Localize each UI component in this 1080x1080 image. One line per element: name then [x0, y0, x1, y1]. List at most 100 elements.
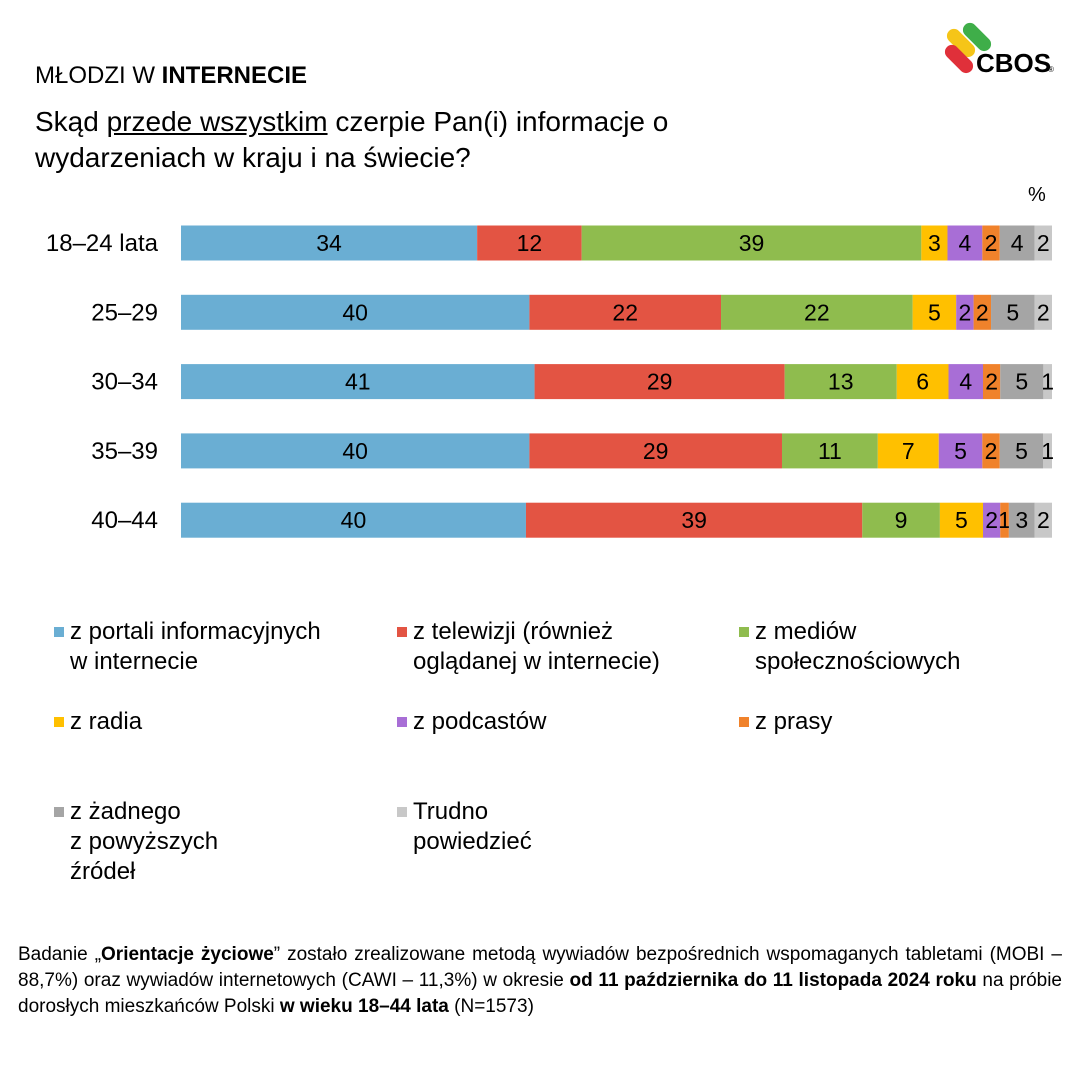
- bar-segment: [982, 225, 1000, 261]
- data-label: 22: [804, 299, 830, 325]
- legend-item: z prasy: [739, 707, 833, 737]
- bar-segment: [947, 225, 983, 261]
- legend-label: z podcastów: [413, 708, 547, 735]
- data-label: 2: [985, 507, 998, 533]
- data-label: 2: [985, 438, 998, 464]
- unit-label: %: [1028, 184, 1046, 206]
- data-label: 5: [955, 507, 968, 533]
- legend-item: z mediów społecznościowych: [739, 617, 961, 677]
- legend-label: z prasy: [755, 708, 833, 735]
- footer-text: ” zostało zrealizowane metodą wywiadów b…: [18, 944, 1062, 991]
- legend-label: społecznościowych: [755, 648, 961, 675]
- legend-swatch: [54, 627, 64, 637]
- legend-label: Trudno: [413, 798, 489, 825]
- data-label: 9: [895, 507, 908, 533]
- legend-swatch: [54, 807, 64, 817]
- category-label: 18–24 lata: [46, 230, 159, 257]
- bar-segment: [181, 294, 530, 330]
- data-label: 13: [828, 369, 854, 395]
- bar-segment: [1043, 433, 1052, 469]
- bar-segment: [525, 502, 863, 538]
- logo-text: CBOS: [976, 48, 1051, 78]
- bar-segment: [784, 364, 897, 400]
- footer-text: (N=1573): [448, 996, 534, 1017]
- bar-segment: [1008, 502, 1035, 538]
- data-label: 1: [1041, 369, 1054, 395]
- legend-swatch: [397, 627, 407, 637]
- bar-segment: [581, 225, 922, 261]
- bar-segment: [534, 364, 785, 400]
- bar-segment: [181, 225, 478, 261]
- legend-item: z portali informacyjnych w internecie: [54, 617, 321, 677]
- data-label: 40: [342, 438, 368, 464]
- data-label: 4: [959, 230, 972, 256]
- data-label: 3: [1015, 507, 1028, 533]
- bar-segment: [877, 433, 939, 469]
- bar-segment: [983, 364, 1001, 400]
- legend-swatch: [397, 807, 407, 817]
- data-label: 1: [1041, 438, 1054, 464]
- bar-segment: [181, 433, 530, 469]
- bar-segment: [939, 502, 984, 538]
- data-label: 5: [1006, 299, 1019, 325]
- bar-segment: [781, 433, 878, 469]
- data-label: 5: [1015, 369, 1028, 395]
- data-label: 11: [818, 438, 842, 464]
- footer-text: na próbie dorosłych mieszkańców Polski: [18, 970, 1062, 1017]
- data-label: 2: [985, 369, 998, 395]
- data-label: 39: [739, 230, 765, 256]
- legend-label: oglądanej w internecie): [413, 648, 660, 675]
- data-label: 7: [902, 438, 915, 464]
- bar-segment: [1034, 294, 1052, 330]
- question-part: Skąd: [35, 106, 107, 137]
- data-label: 5: [928, 299, 941, 325]
- legend-item: z radia: [54, 707, 143, 737]
- legend-label: z żadnego: [70, 798, 181, 825]
- data-label: 40: [341, 507, 367, 533]
- bar-segment: [1034, 225, 1052, 261]
- bar-segment: [912, 294, 957, 330]
- bar-segment: [921, 225, 948, 261]
- legend-label: z mediów: [755, 618, 857, 645]
- legend-swatch: [739, 717, 749, 727]
- category-label: 35–39: [91, 438, 158, 465]
- legend-label: z powyższych: [70, 828, 219, 855]
- question-underlined: przede wszystkim: [106, 106, 328, 137]
- bar-segment: [956, 294, 974, 330]
- category-label: 25–29: [91, 299, 158, 326]
- bar-segment: [991, 294, 1035, 330]
- legend-label: z radia: [70, 708, 143, 735]
- bar-segment: [862, 502, 940, 538]
- footer-note: Badanie „Orientacje życiowe” zostało zre…: [18, 942, 1062, 1020]
- series-title: MŁODZI W INTERNECIE: [35, 62, 307, 90]
- question-part: czerpie Pan(i) informacje o wydarzeniach…: [35, 106, 669, 173]
- series-prefix: MŁODZI W: [35, 62, 162, 89]
- data-label: 29: [643, 438, 669, 464]
- legend-label: źródeł: [70, 858, 136, 885]
- legend-swatch: [397, 717, 407, 727]
- data-label: 4: [959, 369, 972, 395]
- bar-segment: [529, 433, 782, 469]
- legend-item: z telewizji (również oglądanej w internec…: [397, 617, 660, 677]
- bar-segment: [999, 433, 1044, 469]
- data-label: 39: [681, 507, 707, 533]
- bar-segment: [1043, 364, 1052, 400]
- data-label: 3: [928, 230, 941, 256]
- bar-segment: [999, 225, 1035, 261]
- footer-text: w wieku 18–44 lata: [279, 996, 449, 1017]
- data-label: 6: [916, 369, 929, 395]
- category-label: 30–34: [91, 369, 158, 396]
- footer-text: od 11 października do 11 listopada 2024 …: [569, 970, 977, 991]
- data-label: 5: [1015, 438, 1028, 464]
- bar-segment: [181, 364, 535, 400]
- bar-segment: [1000, 364, 1044, 400]
- bar-segment: [896, 364, 949, 400]
- legend-swatch: [739, 627, 749, 637]
- data-label: 41: [345, 369, 371, 395]
- bar-segment: [973, 294, 992, 330]
- bar-segment: [1000, 502, 1009, 538]
- series-bold: INTERNECIE: [161, 62, 308, 89]
- legend-item: Trudno powiedzieć: [397, 797, 532, 857]
- footer-text: Badanie „: [18, 944, 102, 965]
- data-label: 5: [954, 438, 967, 464]
